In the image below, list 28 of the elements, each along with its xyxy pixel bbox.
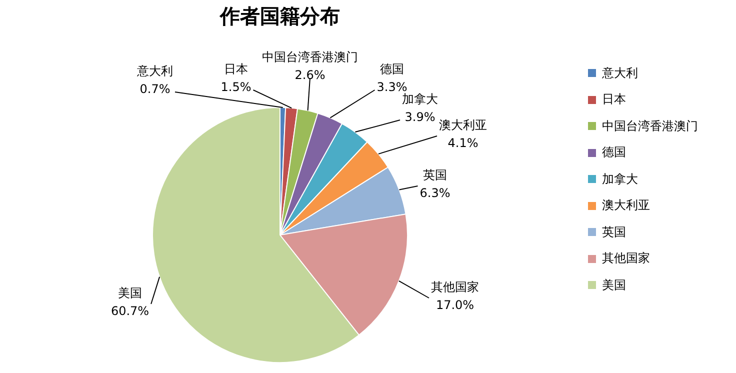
data-label: 60.7%	[110, 304, 150, 318]
legend-label: 日本	[602, 91, 626, 108]
slice-label: 加拿大	[402, 92, 438, 106]
data-label: 3.9%	[404, 110, 436, 124]
data-label: 0.7%	[140, 82, 170, 96]
chart-title: 作者国籍分布	[219, 4, 340, 28]
data-label: 1.5%	[220, 80, 252, 94]
slice-label: 意大利	[136, 64, 173, 78]
legend-label: 澳大利亚	[602, 197, 650, 214]
legend-label: 意大利	[602, 64, 638, 82]
slice-label: 美国	[118, 286, 142, 300]
data-label: 4.1%	[448, 136, 478, 150]
legend-label: 中国台湾香港澳门	[602, 118, 698, 135]
slice-label: 德国	[380, 62, 404, 76]
legend-label: 美国	[602, 276, 626, 294]
slice-label: 其他国家	[431, 280, 479, 294]
slice-label: 中国台湾香港澳门	[262, 50, 358, 64]
legend-label: 加拿大	[602, 170, 638, 188]
slice-label: 澳大利亚	[439, 118, 487, 132]
legend-label: 其他国家	[602, 250, 650, 268]
legend-label: 英国	[602, 224, 626, 241]
data-label: 17.0%	[436, 298, 474, 312]
slice-label: 英国	[423, 168, 447, 182]
data-label: 2.6%	[294, 68, 326, 82]
slice-label: 日本	[224, 62, 248, 76]
legend-label: 德国	[602, 144, 626, 162]
data-label: 6.3%	[420, 186, 450, 200]
data-label: 3.3%	[376, 80, 408, 94]
